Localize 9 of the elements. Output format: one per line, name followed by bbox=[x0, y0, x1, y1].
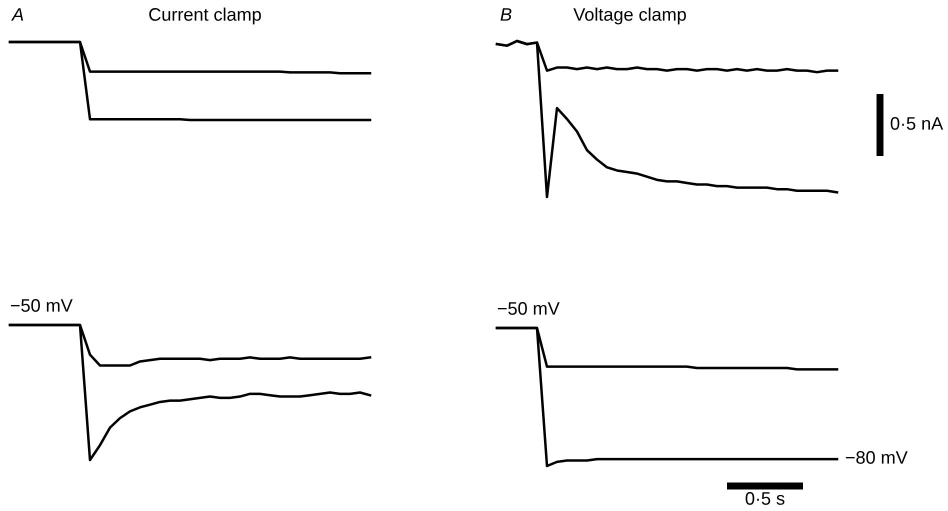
chart-title: Current clamp bbox=[149, 8, 261, 24]
text: −80 mV bbox=[846, 451, 908, 464]
annotation: −50 mV bbox=[10, 299, 73, 312]
annotation: −50 mV bbox=[498, 302, 560, 315]
chart-title: Voltage clamp bbox=[573, 8, 686, 24]
text: 0·5 s bbox=[746, 492, 784, 505]
text: B bbox=[500, 8, 512, 21]
text: A bbox=[11, 8, 24, 21]
text: 0·5 nA bbox=[890, 117, 944, 130]
